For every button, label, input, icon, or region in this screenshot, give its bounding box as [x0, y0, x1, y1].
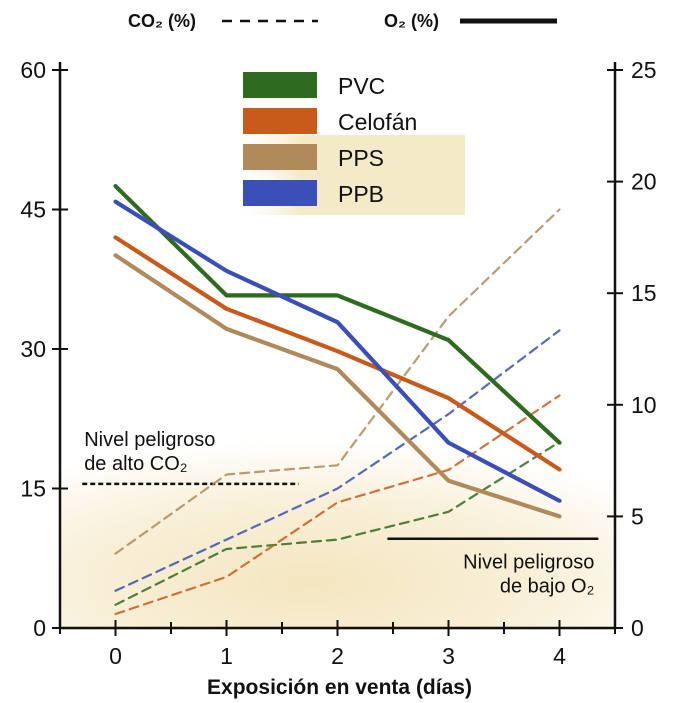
legend-label: Celofán — [338, 109, 417, 135]
left-tick-label: 45 — [20, 197, 46, 223]
right-tick-label: 20 — [631, 169, 657, 195]
co2-header-label: CO₂ (%) — [128, 11, 196, 31]
x-tick-label: 1 — [220, 643, 233, 669]
x-tick-label: 0 — [109, 643, 122, 669]
right-tick-label: 15 — [631, 280, 657, 306]
right-tick-label: 0 — [631, 615, 644, 641]
x-axis-title: Exposición en venta (días) — [207, 676, 472, 699]
series-o2-ppb — [113, 199, 562, 503]
right-tick-label: 25 — [631, 57, 657, 83]
x-tick-label: 3 — [442, 643, 455, 669]
left-tick-label: 60 — [20, 57, 46, 83]
co2-threshold-label-line1: Nivel peligroso — [84, 429, 215, 451]
left-tick-label: 0 — [33, 615, 46, 641]
o2-threshold-label-line2: de bajo O₂ — [500, 576, 595, 598]
o2-header-label: O₂ (%) — [384, 11, 439, 31]
series-o2-celofn — [113, 235, 562, 472]
legend-swatch — [243, 108, 317, 134]
legend-swatch — [243, 180, 317, 206]
series-co2-pvc — [114, 440, 561, 606]
series-layer — [113, 184, 562, 616]
left-tick-label: 15 — [20, 476, 46, 502]
legend-label: PPS — [338, 145, 384, 171]
left-tick-label: 30 — [20, 336, 46, 362]
o2-threshold-label-line1: Nivel peligroso — [463, 552, 594, 574]
legend-label: PVC — [338, 73, 385, 99]
x-tick-label: 4 — [553, 643, 566, 669]
plot-background — [60, 440, 615, 630]
series-co2-celofn — [114, 394, 561, 616]
legend-swatch — [243, 72, 317, 98]
series-o2-pps — [113, 253, 562, 519]
series-co2-pps — [114, 208, 561, 555]
right-tick-label: 5 — [631, 503, 644, 529]
co2-threshold-label-line2: de alto CO₂ — [84, 453, 187, 475]
x-tick-label: 2 — [331, 643, 344, 669]
legend: PVC Celofán PPS PPB — [243, 72, 417, 207]
legend-label: PPB — [338, 181, 384, 207]
right-tick-label: 10 — [631, 392, 657, 418]
series-co2-ppb — [114, 329, 561, 592]
axes: 0 15 30 45 60 0 5 10 15 20 25 0 1 2 3 4 Exposición en ve… — [20, 57, 656, 699]
legend-swatch — [243, 144, 317, 170]
series-o2-pvc — [113, 184, 562, 445]
